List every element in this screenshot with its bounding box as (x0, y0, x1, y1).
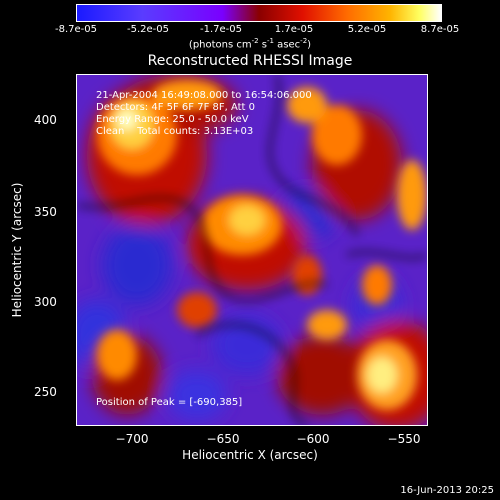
info-time-range: 21-Apr-2004 16:49:08.000 to 16:54:06.000 (96, 90, 312, 101)
colorbar-tick: 5.2e-05 (347, 24, 387, 35)
colorbar-tick: -1.7e-05 (200, 24, 242, 35)
x-axis-label: Heliocentric X (arcsec) (182, 448, 318, 462)
colorbar-units: (photons cm-2 s-1 asec-2) (188, 37, 312, 51)
x-tick-label: −700 (115, 432, 149, 446)
x-tick-label: −650 (206, 432, 240, 446)
info-energy: Energy Range: 25.0 - 50.0 keV (96, 114, 249, 125)
x-tick-label: −550 (387, 432, 421, 446)
timestamp: 16-Jun-2013 20:25 (400, 485, 494, 496)
colorbar (76, 4, 442, 22)
y-tick-label: 300 (34, 295, 57, 309)
plot-title: Reconstructed RHESSI Image (147, 53, 353, 69)
y-tick-label: 350 (34, 205, 57, 219)
y-tick-label: 250 (34, 385, 57, 399)
y-axis-label: Heliocentric Y (arcsec) (10, 182, 24, 318)
colorbar-tick: -8.7e-05 (55, 24, 97, 35)
x-tick-label: −600 (296, 432, 330, 446)
colorbar-tick: 1.7e-05 (274, 24, 314, 35)
info-counts: Clean Total counts: 3.13E+03 (96, 126, 254, 137)
image-map (77, 75, 427, 425)
y-tick-label: 400 (34, 113, 57, 127)
colorbar-tick: 8.7e-05 (420, 24, 460, 35)
info-peak: Position of Peak = [-690,385] (96, 397, 243, 408)
colorbar-tick: -5.2e-05 (127, 24, 169, 35)
info-detectors: Detectors: 4F 5F 6F 7F 8F, Att 0 (96, 102, 256, 113)
rhessi-image (76, 74, 428, 426)
